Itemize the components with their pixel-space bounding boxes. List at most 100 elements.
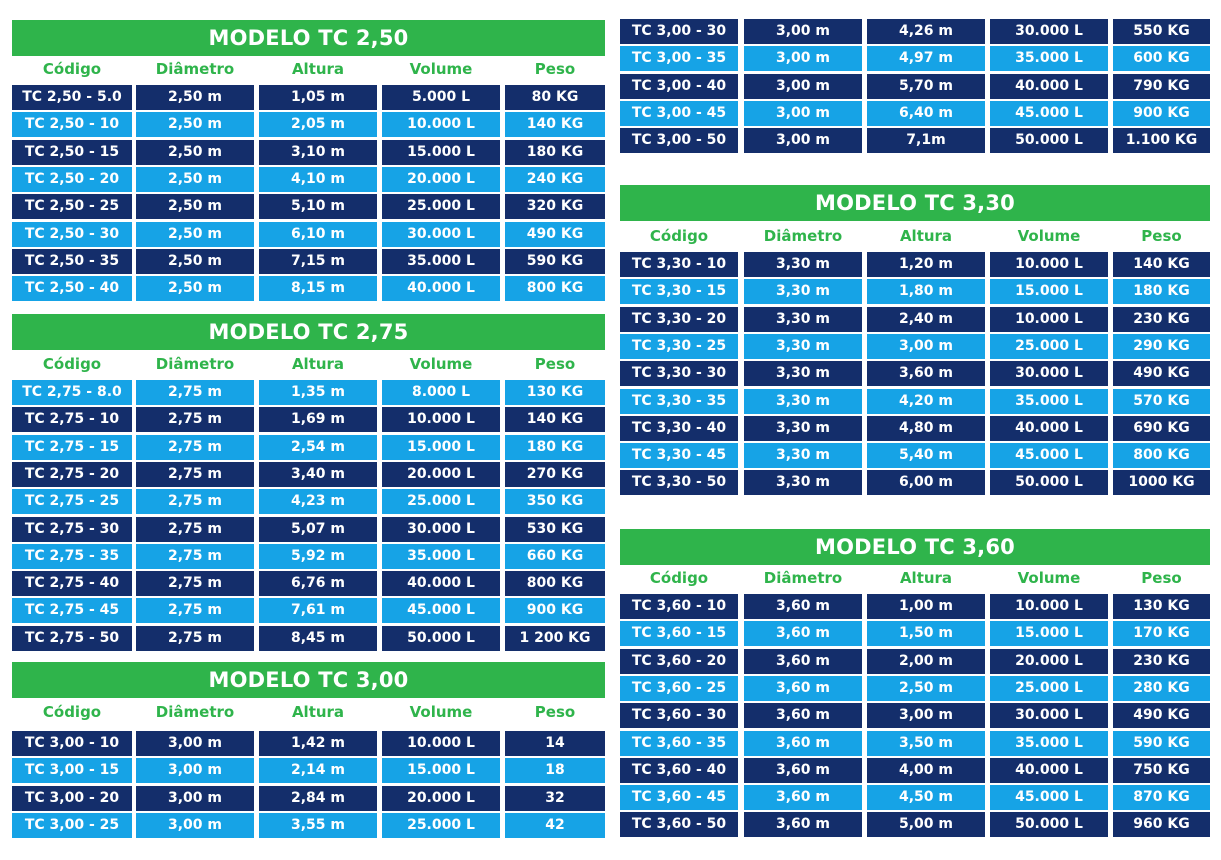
cell-altura: 2,54 m — [259, 435, 377, 460]
cell-codigo: TC 3,60 - 10 — [620, 594, 738, 619]
column-header-volume: Volume — [1017, 569, 1081, 587]
cell-codigo: TC 3,30 - 35 — [620, 389, 738, 414]
table-row: TC 3,00 - 50 3,00 m 7,1m 50.000 L 1.100 KG — [620, 128, 1210, 153]
cell-volume: 25.000 L — [382, 194, 500, 219]
table-row: TC 3,30 - 25 3,30 m 3,00 m 25.000 L 290 KG — [620, 334, 1210, 359]
column-header-altura: Altura — [291, 703, 345, 721]
cell-volume: 40.000 L — [990, 416, 1108, 441]
cell-diametro: 3,60 m — [744, 785, 862, 810]
table-row: TC 3,30 - 50 3,30 m 6,00 m 50.000 L 1000 KG — [620, 470, 1210, 495]
cell-volume: 10.000 L — [382, 731, 500, 756]
cell-diametro: 3,30 m — [744, 416, 862, 441]
cell-diametro: 3,00 m — [136, 731, 254, 756]
cell-codigo: TC 3,30 - 20 — [620, 307, 738, 332]
cell-volume: 30.000 L — [990, 703, 1108, 728]
table-title: MODELO TC 3,60 — [620, 529, 1210, 565]
cell-peso: 590 KG — [505, 249, 605, 274]
cell-diametro: 2,50 m — [136, 85, 254, 110]
cell-volume: 20.000 L — [382, 167, 500, 192]
cell-altura: 6,76 m — [259, 571, 377, 596]
cell-altura: 2,50 m — [867, 676, 985, 701]
cell-codigo: TC 2,75 - 8.0 — [12, 380, 132, 405]
cell-volume: 35.000 L — [990, 389, 1108, 414]
cell-altura: 7,15 m — [259, 249, 377, 274]
cell-diametro: 3,60 m — [744, 649, 862, 674]
table-row: TC 2,75 - 25 2,75 m 4,23 m 25.000 L 350 KG — [12, 489, 605, 514]
cell-volume: 40.000 L — [382, 276, 500, 301]
table-title: MODELO TC 3,00 — [12, 662, 605, 698]
cell-diametro: 3,30 m — [744, 443, 862, 468]
cell-peso: 240 KG — [505, 167, 605, 192]
column-header-peso: Peso — [534, 703, 576, 721]
cell-volume: 15.000 L — [990, 621, 1108, 646]
cell-diametro: 2,50 m — [136, 249, 254, 274]
table-row: TC 3,30 - 20 3,30 m 2,40 m 10.000 L 230 KG — [620, 307, 1210, 332]
cell-diametro: 3,60 m — [744, 676, 862, 701]
cell-diametro: 3,60 m — [744, 594, 862, 619]
cell-volume: 35.000 L — [990, 731, 1108, 756]
cell-volume: 25.000 L — [382, 489, 500, 514]
cell-volume: 45.000 L — [990, 101, 1108, 126]
cell-codigo: TC 2,50 - 40 — [12, 276, 132, 301]
cell-volume: 50.000 L — [990, 470, 1108, 495]
table-row: TC 3,00 - 40 3,00 m 5,70 m 40.000 L 790 KG — [620, 74, 1210, 99]
cell-volume: 10.000 L — [382, 407, 500, 432]
cell-altura: 6,00 m — [867, 470, 985, 495]
cell-codigo: TC 3,30 - 30 — [620, 361, 738, 386]
table-header-row: Código Diâmetro Altura Volume Peso — [12, 58, 605, 80]
cell-peso: 870 KG — [1113, 785, 1210, 810]
cell-volume: 25.000 L — [382, 813, 500, 838]
cell-peso: 550 KG — [1113, 19, 1210, 44]
cell-codigo: TC 3,30 - 40 — [620, 416, 738, 441]
table-row: TC 2,50 - 10 2,50 m 2,05 m 10.000 L 140 KG — [12, 112, 605, 137]
cell-codigo: TC 2,50 - 25 — [12, 194, 132, 219]
table-row: TC 2,75 - 8.0 2,75 m 1,35 m 8.000 L 130 KG — [12, 380, 605, 405]
cell-altura: 5,00 m — [867, 812, 985, 837]
cell-codigo: TC 3,00 - 45 — [620, 101, 738, 126]
cell-diametro: 3,60 m — [744, 758, 862, 783]
cell-volume: 45.000 L — [382, 598, 500, 623]
cell-volume: 30.000 L — [990, 361, 1108, 386]
cell-peso: 790 KG — [1113, 74, 1210, 99]
cell-codigo: TC 3,00 - 15 — [12, 758, 132, 783]
cell-peso: 530 KG — [505, 517, 605, 542]
cell-peso: 32 — [505, 786, 605, 811]
cell-volume: 45.000 L — [990, 443, 1108, 468]
column-header-peso: Peso — [534, 355, 576, 373]
cell-peso: 660 KG — [505, 544, 605, 569]
column-header-diametro: Diâmetro — [155, 703, 235, 721]
cell-peso: 490 KG — [505, 222, 605, 247]
cell-altura: 1,42 m — [259, 731, 377, 756]
table-row: TC 3,30 - 35 3,30 m 4,20 m 35.000 L 570 KG — [620, 389, 1210, 414]
cell-codigo: TC 3,30 - 15 — [620, 279, 738, 304]
cell-diametro: 2,75 m — [136, 489, 254, 514]
cell-volume: 10.000 L — [990, 307, 1108, 332]
table-row: TC 3,60 - 35 3,60 m 3,50 m 35.000 L 590 KG — [620, 731, 1210, 756]
table-row: TC 3,00 - 10 3,00 m 1,42 m 10.000 L 14 — [12, 731, 605, 756]
cell-peso: 130 KG — [505, 380, 605, 405]
column-header-diametro: Diâmetro — [155, 60, 235, 78]
cell-diametro: 3,30 m — [744, 279, 862, 304]
cell-diametro: 2,75 m — [136, 462, 254, 487]
cell-peso: 690 KG — [1113, 416, 1210, 441]
column-header-codigo: Código — [42, 703, 102, 721]
column-header-volume: Volume — [1017, 227, 1081, 245]
cell-altura: 3,50 m — [867, 731, 985, 756]
table-row: TC 2,50 - 20 2,50 m 4,10 m 20.000 L 240 KG — [12, 167, 605, 192]
cell-volume: 5.000 L — [382, 85, 500, 110]
column-header-altura: Altura — [899, 569, 953, 587]
cell-altura: 1,00 m — [867, 594, 985, 619]
cell-diametro: 3,60 m — [744, 621, 862, 646]
cell-peso: 320 KG — [505, 194, 605, 219]
cell-diametro: 3,00 m — [136, 758, 254, 783]
cell-altura: 4,80 m — [867, 416, 985, 441]
cell-codigo: TC 2,75 - 45 — [12, 598, 132, 623]
cell-peso: 800 KG — [505, 276, 605, 301]
cell-volume: 50.000 L — [990, 128, 1108, 153]
column-header-codigo: Código — [649, 569, 709, 587]
cell-peso: 750 KG — [1113, 758, 1210, 783]
cell-volume: 10.000 L — [382, 112, 500, 137]
column-header-volume: Volume — [409, 355, 473, 373]
table-row: TC 3,30 - 10 3,30 m 1,20 m 10.000 L 140 KG — [620, 252, 1210, 277]
cell-altura: 3,00 m — [867, 334, 985, 359]
